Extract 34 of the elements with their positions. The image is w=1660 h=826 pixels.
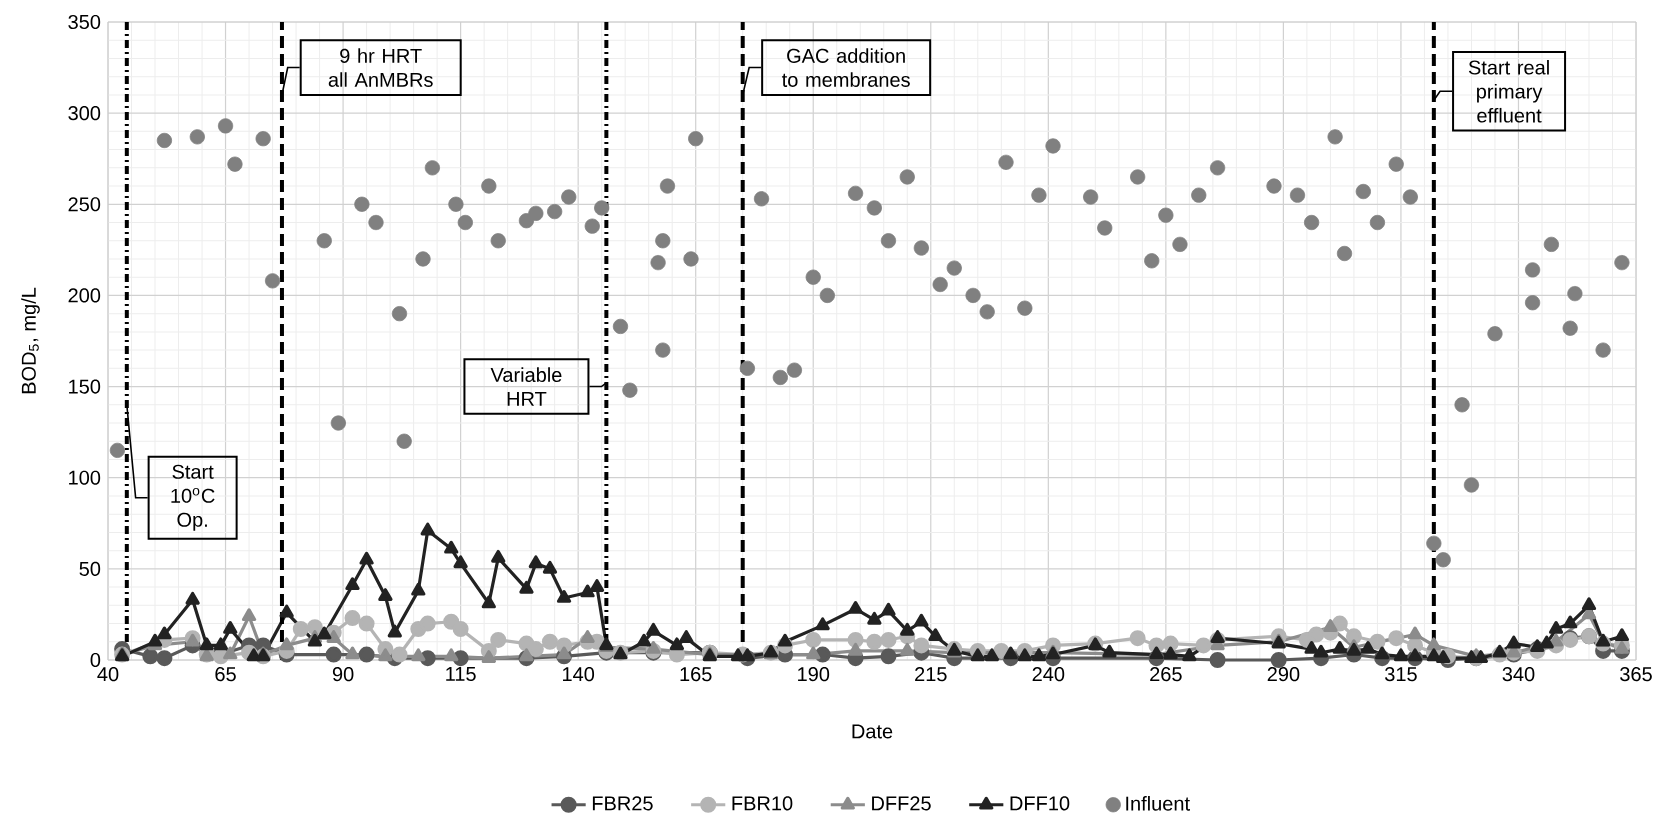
y-tick-label: 0 (90, 652, 101, 668)
x-tick-label: 215 (915, 667, 947, 682)
x-tick-label: 165 (680, 667, 712, 682)
y-tick-label: 100 (69, 470, 101, 485)
y-tick-label: 200 (68, 288, 101, 303)
x-tick-label: 115 (446, 667, 476, 682)
x-tick-label: 340 (1502, 667, 1535, 682)
y-tick-label: 250 (68, 197, 101, 212)
x-tick-label: 240 (1032, 667, 1065, 682)
y-axis-title: BOD$_{5}$, mg/L (21, 287, 40, 394)
ref-line-label: Start 10$^{o}$C Op. (171, 464, 215, 531)
x-tick-label: 290 (1267, 667, 1300, 682)
x-tick-label: 40 (97, 667, 119, 682)
legend-label: Influent (1126, 796, 1190, 811)
x-tick-label: 140 (563, 667, 595, 682)
y-tick-label: 150 (69, 379, 101, 394)
ref-line-label: Start real primary effluent (1468, 59, 1549, 123)
ref-line-label: GAC addition to membranes (781, 48, 910, 87)
legend-label: DFF25 (872, 796, 931, 811)
legend-label: FBR10 (732, 796, 793, 811)
legend-label: DFF10 (1010, 796, 1070, 811)
x-tick-label: 90 (332, 667, 354, 682)
y-tick-label: 50 (79, 561, 101, 576)
legend-label: FBR25 (592, 796, 653, 811)
x-tick-label: 265 (1150, 667, 1182, 682)
y-tick-label: 300 (68, 106, 101, 121)
x-axis-title: Date (852, 724, 893, 739)
x-tick-label: 315 (1385, 667, 1417, 682)
ref-line-label: 9 hr HRT all AnMBRs (328, 48, 433, 87)
x-tick-label: 65 (215, 667, 236, 682)
ref-line-label: Variable HRT (490, 367, 562, 406)
y-tick-label: 350 (68, 14, 101, 30)
x-tick-label: 190 (798, 667, 830, 682)
x-tick-label: 365 (1620, 667, 1652, 682)
